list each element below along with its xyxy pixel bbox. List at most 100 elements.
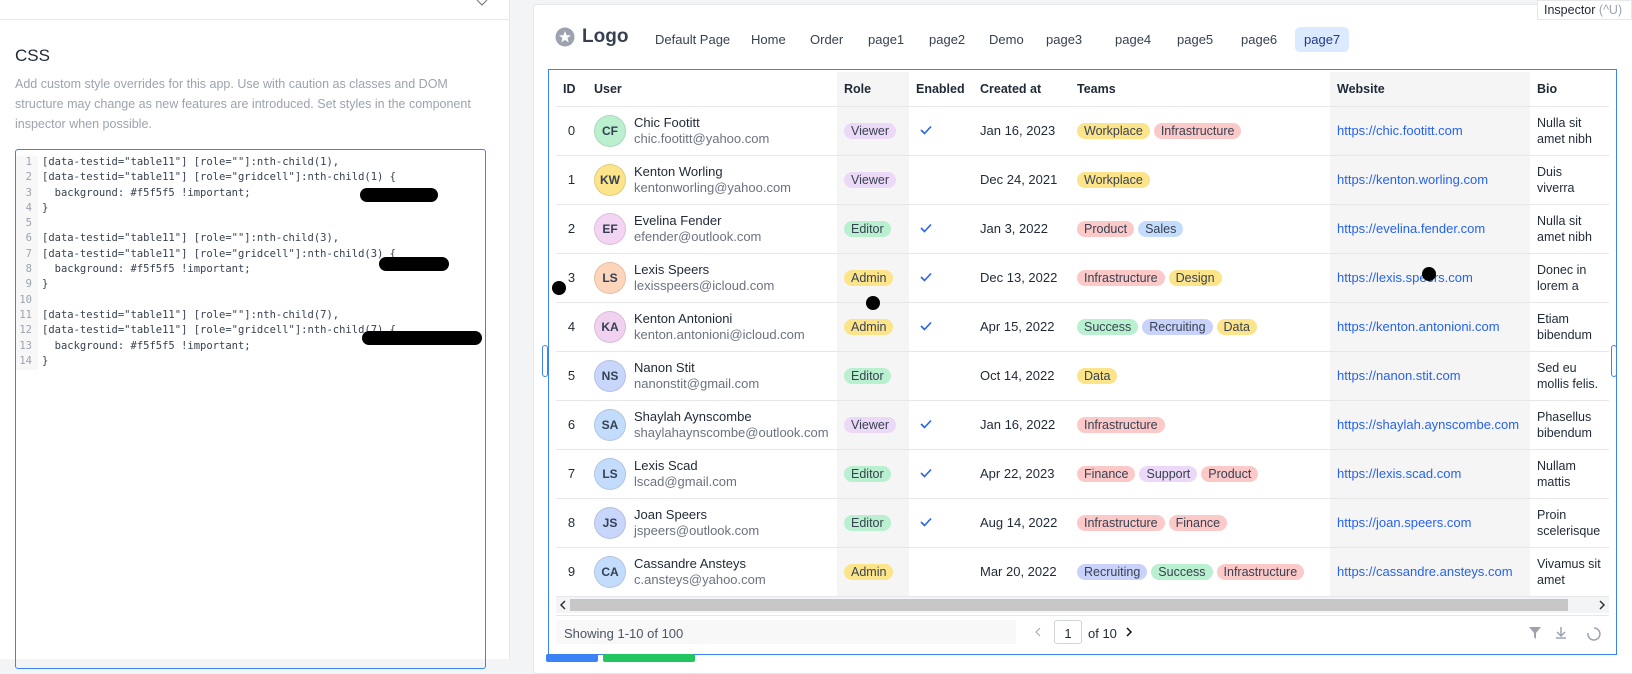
prev-page[interactable]	[1034, 627, 1044, 637]
website-cell: https://kenton.antonioni.com	[1330, 302, 1530, 352]
redactions	[360, 188, 482, 345]
css-panel: CSS Add custom style overrides for this …	[0, 0, 510, 669]
role-cell: Viewer	[837, 106, 909, 156]
inspector-label: Inspector	[1544, 3, 1596, 17]
nav-link[interactable]: page4	[1115, 32, 1152, 47]
code-line: 11 [data-testid="table11"] [role=""]:nth-…	[16, 308, 485, 325]
website-link[interactable]: https://joan.speers.com	[1337, 515, 1472, 530]
website-link[interactable]: https://kenton.antonioni.com	[1337, 319, 1500, 334]
user-name: Kenton Worling	[634, 163, 723, 179]
role-cell: Admin	[837, 302, 909, 352]
team-tag: Success	[1151, 563, 1213, 580]
next-page[interactable]	[1124, 627, 1134, 637]
bio-text: Proin scelerisque ...	[1537, 507, 1601, 538]
nav-link[interactable]: page7	[1295, 27, 1350, 52]
website-link[interactable]: https://shaylah.aynscombe.com	[1337, 417, 1520, 432]
page-input[interactable]: 1	[1054, 620, 1082, 644]
line-number: 13	[16, 339, 38, 355]
code-text: }	[42, 201, 49, 214]
id-cell: 9	[556, 547, 587, 597]
resize-handle[interactable]	[1611, 345, 1617, 377]
scroll-right[interactable]	[1597, 600, 1607, 610]
avatar: CA	[594, 555, 626, 588]
check-icon	[920, 223, 932, 233]
column-header: Website	[1330, 72, 1530, 107]
column-header: User	[587, 72, 837, 107]
scrollbar[interactable]	[556, 597, 1609, 613]
user-name: Shaylah Aynscombe	[634, 408, 752, 424]
team-tag: Infrastructure	[1077, 269, 1165, 286]
code-text: [data-testid="table11"] [role="gridcell"…	[42, 324, 397, 337]
table-row: 5 NS Nanon Stit nanonstit@gmail.com Editor Oc…	[556, 351, 1609, 401]
check-icon	[920, 272, 932, 282]
user-name: Evelina Fender	[634, 212, 722, 228]
avatar: LS	[594, 457, 626, 490]
avatar: JS	[594, 506, 626, 539]
bio-cell: Duis viverra elementum ...	[1530, 155, 1609, 205]
website-cell: https://joan.speers.com	[1330, 498, 1530, 548]
user-info: Evelina Fender efender@outlook.com	[634, 213, 761, 245]
scroll-left[interactable]	[558, 600, 568, 610]
user-name: Joan Speers	[634, 506, 707, 522]
table-row: 0 CF Chic Footitt chic.footitt@yahoo.com Vie…	[556, 106, 1609, 156]
user-cell: CA Cassandre Ansteys c.ansteys@yahoo.com	[587, 547, 837, 597]
nav-link[interactable]: page1	[868, 32, 905, 47]
line-number: 12	[16, 324, 38, 340]
table-row: 3 LS Lexis Speers lexisspeers@icloud.com Adm…	[556, 253, 1609, 303]
created-cell: Jan 16, 2022	[973, 400, 1070, 450]
website-link[interactable]: https://evelina.fender.com	[1337, 221, 1486, 236]
resize-handle[interactable]	[542, 345, 548, 377]
created-cell: Aug 14, 2022	[973, 498, 1070, 548]
close-button[interactable]	[475, 0, 489, 8]
user-name: Nanon Stit	[634, 359, 695, 375]
avatar: CF	[594, 114, 626, 147]
nav-link[interactable]: Home	[751, 32, 786, 47]
created-cell: Apr 22, 2023	[973, 449, 1070, 499]
nav-link[interactable]: page2	[929, 32, 966, 47]
website-link[interactable]: https://nanon.stit.com	[1337, 368, 1461, 383]
team-tag: Workplace	[1077, 171, 1150, 188]
role-cell: Editor	[837, 498, 909, 548]
scroll-thumb[interactable]	[570, 599, 1568, 611]
user-name: Lexis Scad	[634, 457, 698, 473]
nav-link[interactable]: page3	[1046, 32, 1083, 47]
role-tag: Admin	[844, 318, 894, 335]
user-cell: KW Kenton Worling kentonworling@yahoo.com	[587, 155, 837, 205]
table-row: 2 EF Evelina Fender efender@outlook.com Edit…	[556, 204, 1609, 254]
bio-cell: Nulla sit amet nibh at augue	[1530, 204, 1609, 254]
website-link[interactable]: https://cassandre.ansteys.com	[1337, 564, 1513, 579]
team-tag: Data	[1077, 367, 1118, 384]
check-icon	[920, 419, 932, 429]
teams-cell: Product Sales	[1070, 204, 1330, 254]
team-tag: Product	[1201, 465, 1259, 482]
avatar: SA	[594, 408, 626, 441]
website-link[interactable]: https://lexis.speers.com	[1337, 270, 1473, 285]
code-editor[interactable]: 1 [data-testid="table11"] [role=""]:nth-c…	[15, 149, 486, 669]
nav-link[interactable]: Default Page	[655, 32, 731, 47]
user-email: kenton.antonioni@icloud.com	[634, 326, 805, 342]
bio-cell: Phasellus bibendum ...	[1530, 400, 1609, 450]
nav-link[interactable]: Order	[810, 32, 844, 47]
website-link[interactable]: https://kenton.worling.com	[1337, 172, 1489, 187]
bio-text: Sed eu mollis felis. Nulla si	[1537, 360, 1599, 391]
bio-cell: Vivamus sit amet metus	[1530, 547, 1609, 597]
user-name: Chic Footitt	[634, 114, 700, 130]
code-text: }	[42, 354, 49, 367]
nav-link[interactable]: page5	[1177, 32, 1214, 47]
team-tag: Support	[1139, 465, 1198, 482]
code-text: [data-testid="table11"] [role=""]:nth-ch…	[42, 308, 340, 321]
team-tag: Product	[1077, 220, 1135, 237]
id-cell: 5	[556, 351, 587, 401]
role-tag: Viewer	[844, 416, 896, 433]
website-link[interactable]: https://lexis.scad.com	[1337, 466, 1462, 481]
user-email: lscad@gmail.com	[634, 473, 737, 489]
table-actions[interactable]	[1527, 624, 1607, 642]
id-cell: 8	[556, 498, 587, 548]
code-line: 7 [data-testid="table11"] [role="gridcell…	[16, 247, 485, 264]
inspector-button[interactable]: Inspector (^U)	[1537, 0, 1632, 20]
nav-link[interactable]: page6	[1241, 32, 1278, 47]
website-link[interactable]: https://chic.footitt.com	[1337, 123, 1463, 138]
avatar: KW	[594, 163, 626, 196]
nav-link[interactable]: Demo	[989, 32, 1024, 47]
